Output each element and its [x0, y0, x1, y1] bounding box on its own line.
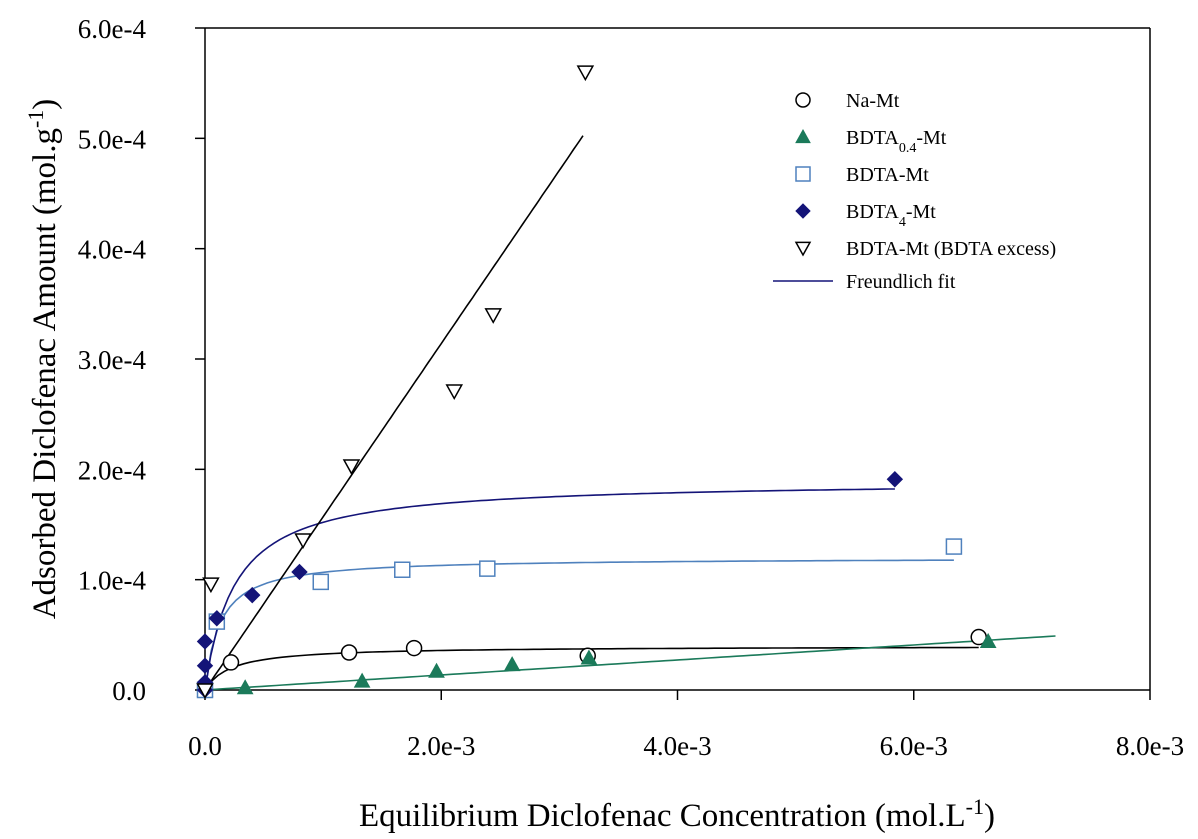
- x-axis-title: Equilibrium Diclofenac Concentration (mo…: [359, 794, 995, 835]
- fit-line-bdta04-mt: [204, 635, 1056, 691]
- point-bdta04-mt: [503, 656, 521, 672]
- axes: 0.0 2.0e-3 4.0e-3 6.0e-3 8.0e-3 0.0 1.0e-4 2.0e…: [23, 14, 1185, 834]
- point-bdta04-mt: [580, 649, 598, 665]
- point-bdta4-mt: [208, 610, 226, 627]
- x-tick-label: 2.0e-3: [407, 731, 475, 761]
- legend: Na-Mt BDTA0.4-Mt BDTA-Mt BDTA4-Mt BDTA-Mt (B…: [773, 90, 1056, 293]
- legend-label-na-mt: Na-Mt: [846, 90, 900, 112]
- legend-marker-bdta-mt-excess: [794, 241, 812, 257]
- x-tick-label: 6.0e-3: [880, 731, 948, 761]
- data-points: [196, 65, 997, 700]
- point-bdta-mt: [945, 538, 963, 555]
- point-bdta4-mt: [196, 633, 214, 650]
- point-bdta-mt-excess: [445, 384, 464, 401]
- point-bdta-mt: [394, 561, 411, 578]
- y-tick-label: 6.0e-4: [78, 14, 147, 44]
- point-bdta4-mt: [244, 586, 261, 604]
- x-tick-label: 0.0: [188, 731, 222, 761]
- legend-label-bdta-mt-excess: BDTA-Mt (BDTA excess): [846, 238, 1056, 260]
- point-na-mt: [222, 654, 240, 671]
- point-bdta-mt-excess: [202, 577, 220, 594]
- point-bdta-mt-excess: [342, 459, 361, 476]
- fit-line-bdta4-mt: [204, 488, 895, 691]
- point-bdta04-mt: [979, 632, 997, 648]
- legend-label-bdta-mt: BDTA-Mt: [846, 164, 929, 186]
- x-tick-label: 4.0e-3: [643, 731, 711, 761]
- point-bdta4-mt: [196, 657, 214, 674]
- legend-marker-bdta-mt: [795, 166, 811, 182]
- y-tick-label: 2.0e-4: [78, 455, 147, 485]
- fit-line-bdta-mt-excess: [204, 135, 584, 691]
- fit-line-bdta-mt: [204, 559, 954, 691]
- legend-marker-bdta04-mt: [795, 128, 811, 144]
- y-axis-title: Adsorbed Diclofenac Amount (mol.g-1): [23, 99, 64, 620]
- legend-label-bdta4-mt: BDTA4-Mt: [846, 201, 936, 230]
- point-bdta-mt-excess: [294, 533, 312, 549]
- point-bdta4-mt: [291, 563, 308, 581]
- point-bdta04-mt: [353, 672, 371, 688]
- point-bdta-mt-excess: [484, 308, 502, 324]
- point-bdta4-mt: [886, 471, 904, 488]
- x-tick-label: 8.0e-3: [1116, 731, 1184, 761]
- y-tick-label: 4.0e-4: [78, 235, 147, 265]
- y-tick-label: 3.0e-4: [78, 345, 147, 375]
- point-bdta04-mt: [236, 679, 254, 695]
- legend-marker-na-mt: [795, 92, 811, 108]
- point-bdta-mt-excess: [576, 65, 595, 82]
- point-bdta-mt: [312, 573, 330, 591]
- legend-label-bdta04-mt: BDTA0.4-Mt: [846, 127, 947, 156]
- y-tick-label: 5.0e-4: [78, 124, 147, 154]
- point-na-mt: [405, 639, 423, 657]
- legend-label-fit: Freundlich fit: [846, 271, 956, 293]
- point-bdta-mt-excess: [196, 683, 214, 700]
- point-bdta04-mt: [428, 662, 445, 678]
- point-na-mt: [340, 644, 358, 661]
- y-tick-label: 0.0: [112, 676, 146, 706]
- y-tick-label: 1.0e-4: [78, 566, 147, 596]
- legend-marker-bdta4-mt: [795, 203, 811, 219]
- point-bdta-mt: [479, 560, 496, 577]
